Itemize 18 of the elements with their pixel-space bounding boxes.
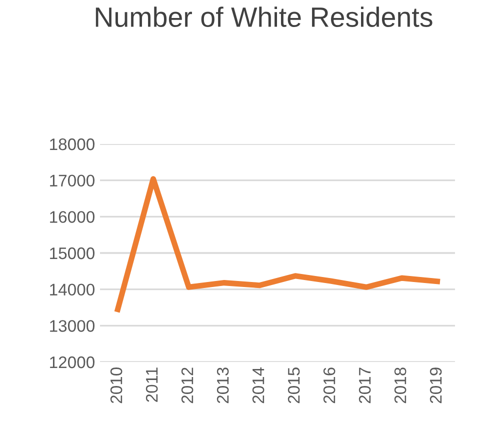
y-tick-label: 14000 xyxy=(50,284,94,296)
x-tick-label: 2019 xyxy=(430,368,442,404)
x-tick-label: 2015 xyxy=(288,368,300,404)
y-tick-label: 17000 xyxy=(50,174,94,187)
x-tick-label: 2017 xyxy=(358,368,371,404)
y-tick-label: 12000 xyxy=(50,356,94,368)
x-tick-label: 2018 xyxy=(394,368,406,404)
y-tick-label: 18000 xyxy=(50,138,94,150)
x-tick-label: 2016 xyxy=(323,368,336,404)
x-tick-label: 2014 xyxy=(252,367,264,404)
x-tick-label: 2013 xyxy=(216,368,229,404)
x-tick-label: 2010 xyxy=(110,368,122,404)
x-tick-label: 2012 xyxy=(181,368,194,404)
y-tick-label: 13000 xyxy=(50,320,94,332)
y-tick-label: 15000 xyxy=(50,247,94,260)
chart-title: Number of White Residents xyxy=(96,6,432,28)
x-tick-label: 2011 xyxy=(146,368,158,402)
y-tick-label: 16000 xyxy=(50,211,94,223)
